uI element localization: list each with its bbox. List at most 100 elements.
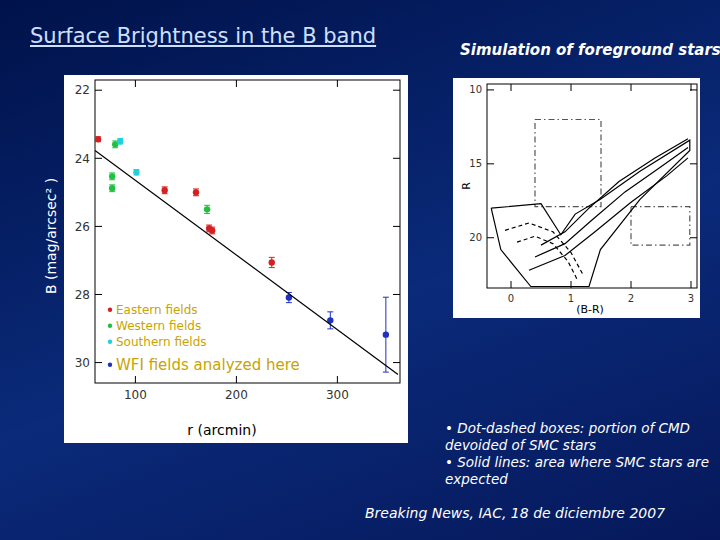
point <box>204 206 210 212</box>
error-bar <box>269 257 275 267</box>
y-tick-label: 30 <box>75 356 90 370</box>
annotation: • Dot-dashed boxes: portion of CMD devoi… <box>445 420 720 454</box>
legend-bullet <box>108 363 112 367</box>
point <box>109 185 115 191</box>
y-tick <box>95 90 102 91</box>
y-axis-label: R <box>460 182 473 190</box>
x-tick-top <box>135 80 136 87</box>
x-tick-label: 1 <box>568 293 574 304</box>
series-line <box>535 119 601 206</box>
error-cap <box>204 213 210 214</box>
series-line <box>631 207 690 245</box>
legend-label: Western fields <box>116 319 201 333</box>
x-tick <box>511 281 512 288</box>
legend-label: Southern fields <box>116 335 207 349</box>
x-axis-label: (B-R) <box>576 303 604 316</box>
x-tick <box>236 376 237 383</box>
legend-label: WFI fields analyzed here <box>116 356 300 374</box>
x-tick-label: 100 <box>124 388 147 402</box>
error-bar <box>193 189 199 196</box>
error-bar <box>109 185 115 192</box>
legend-bullet <box>108 308 112 312</box>
x-tick-top <box>571 84 572 91</box>
x-axis-label: r (arcmin) <box>187 422 256 438</box>
y-tick-label: 15 <box>469 158 482 169</box>
x-tick <box>135 376 136 383</box>
point <box>133 169 139 175</box>
annotation: • Solid lines: area where SMC stars are … <box>445 454 720 488</box>
marks <box>95 136 398 374</box>
y-tick-label: 20 <box>469 232 482 243</box>
series-line <box>505 223 583 275</box>
chart-title: Simulation of foreground stars <box>460 41 720 59</box>
point <box>109 173 115 179</box>
y-tick-right <box>690 237 697 238</box>
y-tick-right <box>393 362 400 363</box>
error-bar <box>95 137 101 142</box>
y-tick-right <box>690 89 697 90</box>
y-tick <box>95 158 102 159</box>
point <box>95 136 101 142</box>
point <box>269 259 275 265</box>
y-tick-right <box>393 158 400 159</box>
plot-frame <box>487 84 697 288</box>
x-tick-label: 200 <box>225 388 248 402</box>
error-cap <box>327 311 333 312</box>
x-tick-top <box>236 80 237 87</box>
footer: Breaking News, IAC, 18 de diciembre 2007 <box>365 505 665 521</box>
y-tick-label: 10 <box>469 84 482 95</box>
chart-background <box>453 78 700 318</box>
y-tick-label: 24 <box>75 152 90 166</box>
x-tick <box>337 376 338 383</box>
chart-1: 0 1 2 3 10 15 20 (B-R) R <box>453 78 700 318</box>
error-cap <box>269 267 275 268</box>
error-bar <box>109 173 115 180</box>
chart-0: 1002003002224262830r (arcmin)B (mag/arcs… <box>43 75 408 443</box>
y-tick <box>487 237 494 238</box>
y-tick-label: 22 <box>75 83 90 97</box>
y-tick-right <box>393 294 400 295</box>
y-tick-right <box>393 90 400 91</box>
series-line <box>541 139 688 245</box>
series-line <box>535 148 688 257</box>
error-cap <box>269 257 275 258</box>
y-axis-label: B (mag/arcsec² ) <box>43 178 59 294</box>
point <box>383 331 389 337</box>
point <box>209 227 215 233</box>
series-line <box>529 158 688 270</box>
error-cap <box>204 205 210 206</box>
y-tick-right <box>393 226 400 227</box>
legend-bullet <box>108 324 112 328</box>
point <box>117 138 123 144</box>
error-bar <box>204 205 210 213</box>
plot-frame <box>95 80 400 383</box>
x-tick-label: 3 <box>688 293 694 304</box>
y-tick <box>487 89 494 90</box>
legend: Eastern fields Western fields Southern fie… <box>108 303 300 374</box>
x-tick-label: 2 <box>628 293 634 304</box>
x-tick-label: 300 <box>326 388 349 402</box>
y-tick <box>95 362 102 363</box>
x-tick-label: 0 <box>508 293 514 304</box>
y-tick <box>95 294 102 295</box>
point <box>161 187 167 193</box>
x-tick <box>631 281 632 288</box>
error-cap <box>327 328 333 329</box>
y-tick-right <box>690 163 697 164</box>
chart-title: Surface Brightness in the B band <box>30 24 376 48</box>
error-cap <box>383 297 389 298</box>
error-bar <box>133 170 139 175</box>
point <box>193 189 199 195</box>
x-tick-top <box>337 80 338 87</box>
error-bar <box>117 139 123 144</box>
error-cap <box>286 302 292 303</box>
legend-bullet <box>108 340 112 344</box>
y-tick-label: 26 <box>75 220 90 234</box>
error-bar <box>209 227 215 234</box>
series-line <box>517 236 577 279</box>
error-bar <box>162 187 168 194</box>
annotations: • Dot-dashed boxes: portion of CMD devoi… <box>445 420 720 488</box>
error-bar <box>383 297 389 372</box>
legend-label: Eastern fields <box>116 303 198 317</box>
series-line <box>491 140 690 286</box>
